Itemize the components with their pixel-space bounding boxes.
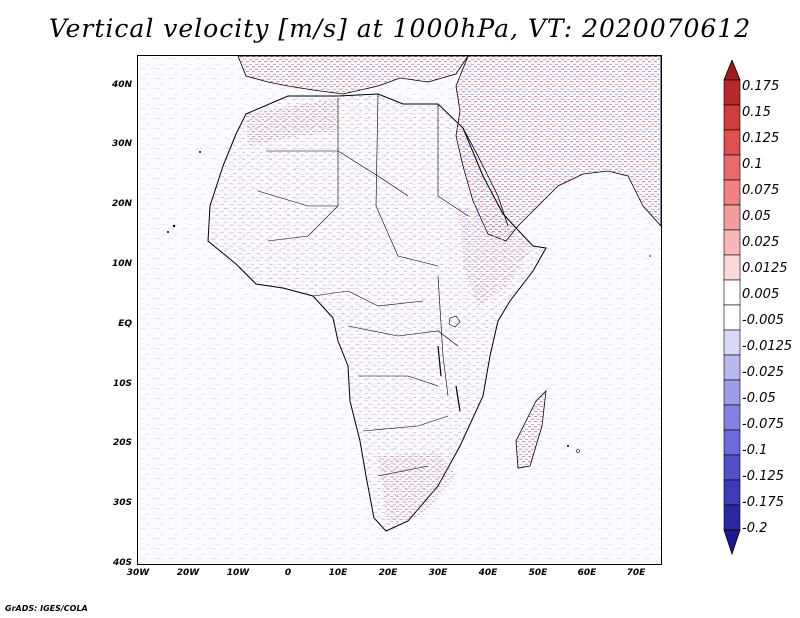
southern-africa-patch (378, 451, 456, 526)
colorbar-label: 0.125 (742, 131, 780, 146)
colorbar-label: -0.075 (742, 417, 784, 432)
credit-text: GrADS: IGES/COLA (5, 604, 88, 613)
lon-tick-label: 10E (328, 568, 348, 578)
colorbar-label: -0.005 (742, 313, 784, 328)
island (567, 445, 569, 447)
madagascar (515, 389, 547, 469)
colorbar-label: -0.175 (742, 495, 784, 510)
colorbar-top-arrow (723, 60, 741, 81)
lon-tick-label: 70E (626, 568, 646, 578)
island (199, 151, 201, 153)
colorbar (723, 60, 741, 556)
lon-tick-label: 30W (126, 568, 150, 578)
colorbar-label: 0.175 (742, 79, 780, 94)
colorbar-label: 0.15 (742, 105, 771, 120)
colorbar-swatch (723, 204, 741, 231)
lon-tick-label: 20W (176, 568, 200, 578)
colorbar-swatch (723, 479, 741, 506)
lake-victoria (448, 315, 461, 328)
colorbar-swatch (723, 79, 741, 106)
europe-landmass (237, 56, 469, 95)
colorbar-bottom-arrow (723, 529, 741, 556)
colorbar-label: 0.05 (742, 209, 771, 224)
colorbar-swatch (723, 454, 741, 481)
colorbar-swatch (723, 379, 741, 406)
colorbar-swatch (723, 329, 741, 356)
colorbar-swatch (723, 104, 741, 131)
island (167, 231, 169, 233)
island (649, 255, 651, 257)
lat-tick-label: 30N (111, 139, 132, 149)
colorbar-swatch (723, 129, 741, 156)
colorbar-label: -0.025 (742, 365, 784, 380)
colorbar-label: -0.2 (742, 521, 768, 536)
island (576, 449, 580, 453)
colorbar-swatch (723, 504, 741, 531)
lat-tick-label: 20S (112, 438, 132, 448)
east-africa-patch (458, 206, 533, 306)
lake-malawi (455, 385, 461, 412)
lat-tick-label: 30S (112, 498, 132, 508)
lon-tick-label: 30E (428, 568, 448, 578)
colorbar-swatch (723, 354, 741, 381)
colorbar-label: -0.125 (742, 469, 784, 484)
colorbar-label: -0.05 (742, 391, 776, 406)
colorbar-label: 0.025 (742, 235, 780, 250)
colorbar-swatch (723, 279, 741, 306)
colorbar-swatch (723, 154, 741, 181)
colorbar-swatch (723, 179, 741, 206)
colorbar-label: 0.005 (742, 287, 780, 302)
colorbar-label: -0.1 (742, 443, 768, 458)
country-borders (257, 93, 469, 477)
lon-tick-label: 20E (378, 568, 398, 578)
africa-map (138, 56, 661, 564)
lat-tick-label: 40N (111, 80, 132, 90)
map-panel (137, 55, 662, 565)
red-sea (462, 127, 509, 227)
lon-tick-label: 60E (577, 568, 597, 578)
lake-tanganyika (437, 345, 442, 377)
colorbar-swatch (723, 429, 741, 456)
chart-title: Vertical velocity [m/s] at 1000hPa, VT: … (48, 14, 752, 43)
lat-tick-label: 10S (112, 379, 132, 389)
lat-tick-label: 10N (111, 259, 132, 269)
lat-tick-label: EQ (118, 319, 132, 329)
colorbar-swatch (723, 254, 741, 281)
colorbar-label: 0.075 (742, 183, 780, 198)
lat-tick-label: 40S (112, 558, 132, 568)
lon-tick-label: 50E (528, 568, 548, 578)
colorbar-swatch (723, 304, 741, 331)
colorbar-label: 0.1 (742, 157, 763, 172)
lon-tick-label: 40E (478, 568, 498, 578)
island (172, 224, 176, 228)
colorbar-label: -0.0125 (742, 339, 793, 354)
colorbar-swatch (723, 229, 741, 256)
colorbar-swatch (723, 404, 741, 431)
sahara-north-patch (246, 98, 338, 146)
lat-tick-label: 20N (111, 199, 132, 209)
lon-tick-label: 10W (226, 568, 250, 578)
lon-tick-label: 0 (284, 568, 292, 578)
colorbar-label: 0.0125 (742, 261, 788, 276)
